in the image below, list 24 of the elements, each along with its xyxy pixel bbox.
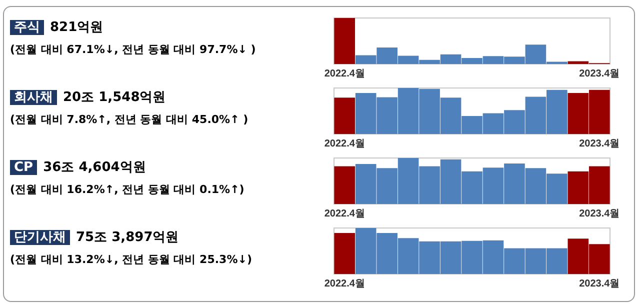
text: 20조 1,548억원 bbox=[63, 90, 166, 105]
x-tick-label: 2023.4월 bbox=[579, 278, 620, 290]
text: CP bbox=[10, 160, 38, 175]
x-tick-label: 2022.4월 bbox=[324, 208, 365, 220]
bar bbox=[334, 98, 356, 134]
bar bbox=[334, 233, 356, 274]
bar bbox=[334, 18, 356, 64]
bar bbox=[334, 166, 356, 204]
x-tick-label: 2023.4월 bbox=[579, 68, 620, 80]
text: 821억원 bbox=[50, 20, 104, 35]
text: 36조 4,604억원 bbox=[43, 160, 146, 175]
x-tick-label: 2022.4월 bbox=[324, 138, 365, 150]
text: (전월 대비 7.8%↑, 전년 동월 대비 45.0%↑ ) bbox=[10, 112, 250, 127]
text: 회사채 bbox=[10, 90, 57, 105]
text: 주식 bbox=[10, 20, 44, 35]
x-tick-label: 2022.4월 bbox=[324, 68, 365, 80]
text: 단기사채 bbox=[10, 230, 70, 245]
text: (전월 대비 16.2%↑, 전년 동월 대비 0.1%↑) bbox=[10, 182, 246, 197]
text: (전월 대비 67.1%↓, 전년 동월 대비 97.7%↓ ) bbox=[10, 42, 257, 57]
x-tick-label: 2023.4월 bbox=[579, 138, 620, 150]
text: (전월 대비 13.2%↓, 전년 동월 대비 25.3%↓) bbox=[10, 252, 253, 267]
x-tick-label: 2023.4월 bbox=[579, 208, 620, 220]
x-tick-label: 2022.4월 bbox=[324, 278, 365, 290]
text: 75조 3,897억원 bbox=[76, 230, 179, 245]
